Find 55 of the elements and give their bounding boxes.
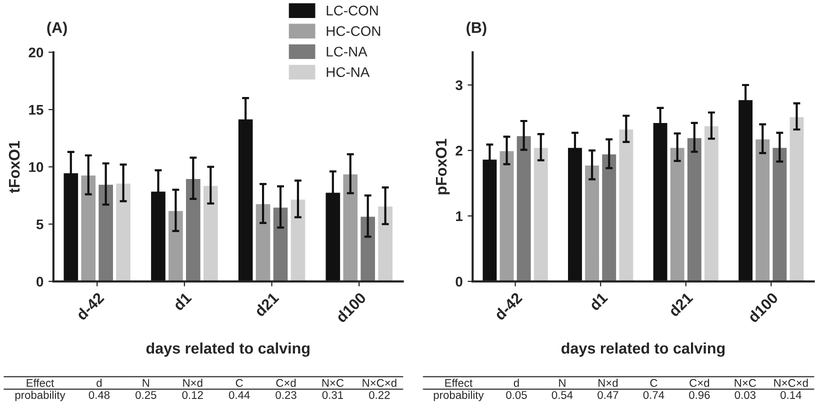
legend-label: HC-CON — [326, 26, 380, 36]
x-tick-label: d1 — [588, 291, 608, 312]
text: 0.47 — [598, 391, 618, 399]
text: Effect — [445, 378, 472, 387]
text: 0.03 — [734, 391, 756, 399]
y-axis-title: tFoxO1 — [8, 140, 20, 193]
text: C×d — [276, 378, 296, 387]
text: C — [236, 379, 243, 387]
text: N×d — [598, 378, 618, 387]
x-tick-label: d1 — [172, 291, 192, 312]
text: 0.54 — [552, 391, 573, 399]
text: 0.22 — [369, 391, 390, 399]
chart-title: (B) — [466, 22, 486, 36]
y-tick-label: 20 — [28, 48, 44, 58]
text: 0.48 — [88, 391, 110, 399]
legend-label: LC-NA — [326, 46, 368, 57]
x-tick-label: d21 — [668, 291, 694, 318]
text: 0.31 — [322, 391, 343, 399]
y-tick-label: 2 — [456, 146, 462, 156]
x-axis-title: days related to calving — [146, 342, 310, 357]
text: N×C — [322, 379, 344, 387]
text: N — [559, 379, 566, 387]
chart-title: (A) — [47, 22, 67, 36]
y-tick-label: 0 — [456, 276, 462, 287]
y-tick-label: 3 — [456, 80, 462, 90]
text: 0.44 — [228, 391, 250, 399]
legend-label: LC-CON — [326, 6, 378, 16]
text: N×C×d — [774, 378, 808, 387]
text: probability — [15, 390, 66, 402]
text: N — [142, 379, 150, 387]
text: N×C — [734, 379, 756, 387]
text: 0.23 — [276, 391, 296, 399]
text: 0.96 — [689, 391, 710, 399]
x-tick-label: d21 — [254, 291, 280, 318]
text: 0.74 — [643, 391, 664, 399]
text: Effect — [26, 378, 54, 387]
y-tick-label: 5 — [36, 220, 44, 230]
text: probability — [434, 390, 484, 402]
legend-label: HC-NA — [326, 67, 370, 78]
text: C — [650, 379, 658, 387]
y-tick-label: 15 — [29, 105, 44, 115]
text: 0.25 — [136, 391, 156, 399]
text: 0.14 — [780, 391, 802, 399]
text: 0.05 — [506, 391, 527, 399]
y-tick-label: 10 — [29, 162, 44, 172]
text: N×d — [183, 378, 202, 387]
y-tick-label: 0 — [36, 276, 44, 287]
y-tick-label: 1 — [456, 211, 463, 221]
text: N×C×d — [362, 378, 396, 387]
text: 0.12 — [182, 391, 203, 399]
x-axis-title: days related to calving — [561, 342, 725, 357]
text: d — [514, 378, 519, 387]
text: C×d — [690, 378, 710, 387]
y-axis-title: pFoxO1 — [436, 138, 450, 194]
text: d — [96, 378, 102, 387]
